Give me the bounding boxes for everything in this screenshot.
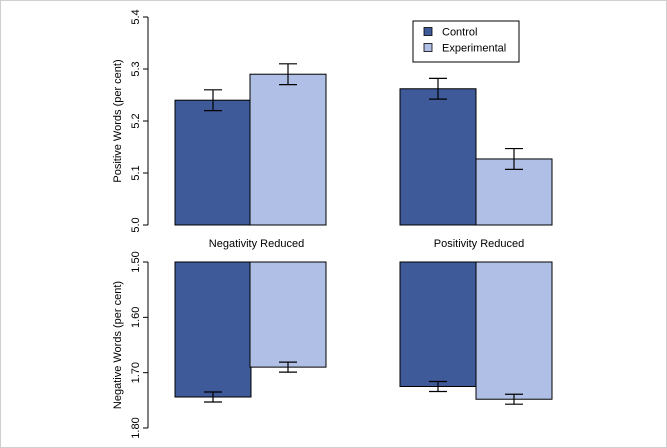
negative-bar-positivity-reduced-control [399,261,477,387]
legend: Control Experimental [412,20,520,63]
legend-swatch-experimental [423,43,433,52]
negative-y-tick-label: 1.70 [130,362,142,383]
negative-bar-positivity-reduced-experimental [475,261,553,400]
group-label-negativity-reduced: Negativity Reduced [209,238,304,250]
negative-error-bar-positivity-reduced-experimental [505,393,523,405]
positive-y-tick-label: 5.3 [130,61,142,76]
positive-bar-positivity-reduced-experimental [475,158,553,226]
positive-bar-positivity-reduced-control [399,88,477,226]
positive-bar-negativity-reduced-experimental [249,73,327,226]
negative-error-bar-negativity-reduced-control [204,391,222,403]
positive-y-tick-label: 5.4 [130,9,142,24]
positive-y-tick-label: 5.1 [130,165,142,180]
positive-error-bar-positivity-reduced-experimental [505,147,523,170]
negative-error-bar-negativity-reduced-experimental [279,361,297,373]
negative-y-tick-label: 1.80 [130,417,142,438]
negative-bar-negativity-reduced-experimental [249,261,327,368]
negative-y-axis-title: Negative Words (per cent) [112,281,124,409]
positive-words-panel: 5.0 5.1 5.2 5.3 5.4 Positive Words (per cent) [112,9,553,233]
negative-bar-negativity-reduced-control [174,261,252,398]
legend-label-experimental: Experimental [442,43,506,55]
negative-y-tick-label: 1.60 [130,307,142,328]
group-label-positivity-reduced: Positivity Reduced [434,238,525,250]
positive-error-bar-negativity-reduced-experimental [279,63,297,86]
negative-words-panel: 1.50 1.60 1.70 1.80 Negative Words (per cent… [112,251,553,439]
legend-label-control: Control [442,27,477,39]
positive-y-tick-label: 5.0 [130,217,142,232]
negative-error-bar-positivity-reduced-control [429,380,447,393]
positive-error-bar-positivity-reduced-control [429,77,447,100]
positive-bar-negativity-reduced-control [174,99,252,226]
legend-swatch-control [423,27,433,36]
positive-y-tick-label: 5.2 [130,113,142,128]
negative-y-tick-label: 1.50 [130,251,142,272]
positive-y-axis-title: Positive Words (per cent) [112,59,124,182]
positive-error-bar-negativity-reduced-control [204,89,222,112]
